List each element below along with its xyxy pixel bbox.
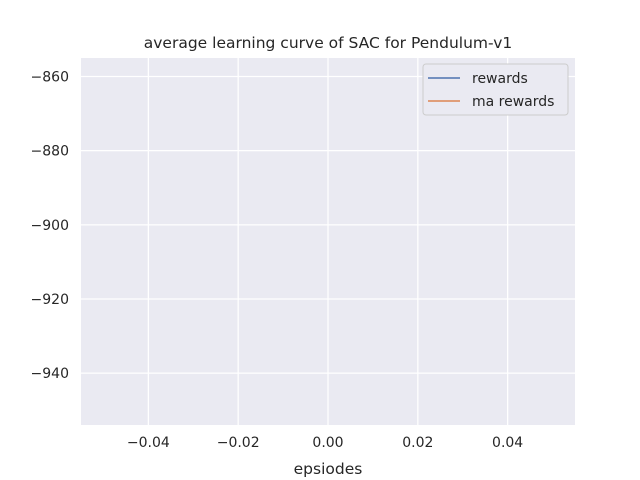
grid-lines (81, 58, 575, 425)
legend-box (422, 63, 569, 116)
x-tick-label: 0.02 (402, 435, 433, 451)
x-tick-label: 0.04 (492, 435, 523, 451)
x-tick-labels: −0.04 −0.02 0.00 0.02 0.04 (127, 435, 523, 451)
legend-label: rewards (472, 71, 528, 87)
x-axis-label: epsiodes (294, 460, 363, 478)
y-tick-label: −860 (31, 70, 69, 86)
y-tick-label: −880 (31, 144, 69, 160)
legend: rewards ma rewards (422, 63, 569, 116)
legend-label: ma rewards (472, 94, 554, 110)
y-tick-label: −900 (31, 218, 69, 234)
y-tick-label: −940 (31, 366, 69, 382)
y-tick-label: −920 (31, 292, 69, 308)
x-tick-label: −0.02 (217, 435, 260, 451)
x-tick-label: −0.04 (127, 435, 170, 451)
y-tick-labels: −860 −880 −900 −920 −940 (31, 70, 69, 383)
chart-title: average learning curve of SAC for Pendul… (144, 34, 512, 52)
x-tick-label: 0.00 (312, 435, 343, 451)
